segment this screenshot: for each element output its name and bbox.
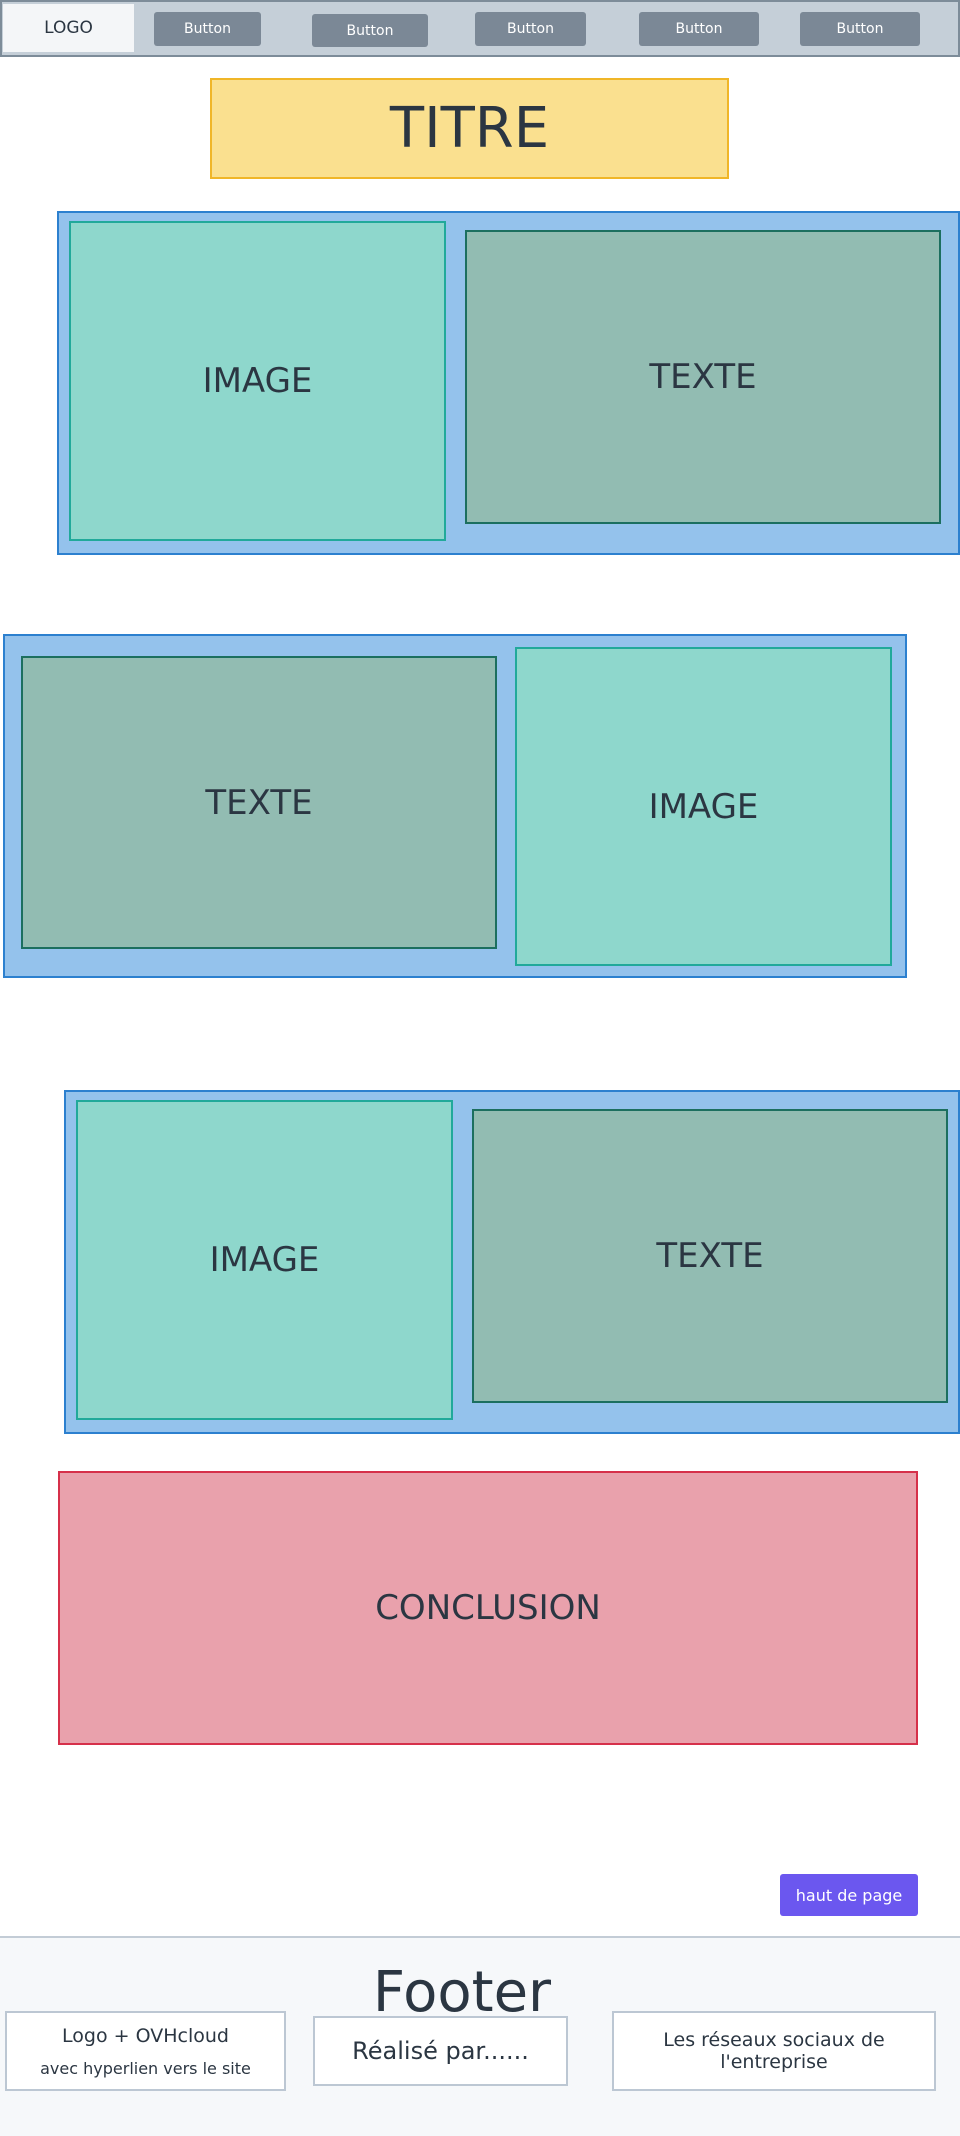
text-block-3: TEXTE [472,1109,948,1403]
conclusion-block: CONCLUSION [58,1471,918,1745]
nav-button-3[interactable]: Button [475,12,586,46]
nav-button-1[interactable]: Button [154,12,261,46]
page-title: TITRE [210,78,729,179]
nav-button-5[interactable]: Button [800,12,920,46]
footer-title: Footer [372,1960,552,2025]
nav-button-4[interactable]: Button [639,12,759,46]
footer-logo-label: Logo + OVHcloud [62,2024,229,2047]
image-placeholder-1: IMAGE [69,221,446,541]
nav-button-2[interactable]: Button [312,14,428,47]
text-block-1: TEXTE [465,230,941,524]
footer-credits-box: Réalisé par...... [313,2016,568,2086]
footer-logo-sublabel: avec hyperlien vers le site [40,2058,251,2078]
footer-logo-link-box[interactable]: Logo + OVHcloud avec hyperlien vers le s… [5,2011,286,2091]
footer-social-box[interactable]: Les réseaux sociaux de l'entreprise [612,2011,936,2091]
image-placeholder-2: IMAGE [515,647,892,966]
image-placeholder-3: IMAGE [76,1100,453,1420]
back-to-top-button[interactable]: haut de page [780,1874,918,1916]
logo[interactable]: LOGO [3,4,134,52]
text-block-2: TEXTE [21,656,497,949]
